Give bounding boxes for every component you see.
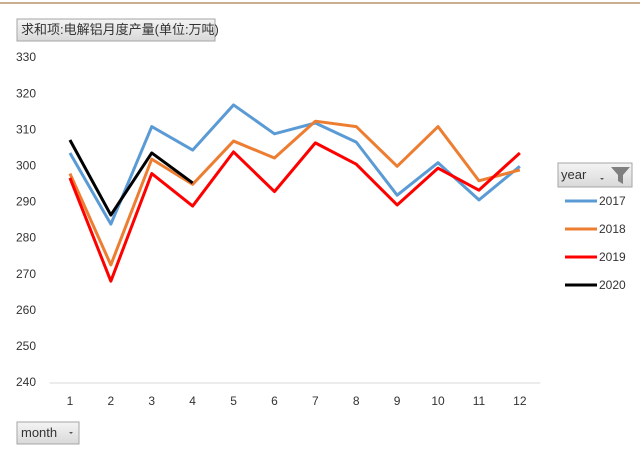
x-tick-label: 11 <box>473 394 486 408</box>
x-tick-label: 7 <box>312 394 319 408</box>
legend-label: 2020 <box>599 278 626 292</box>
y-tick-label: 270 <box>16 267 36 281</box>
legend-label: 2018 <box>599 222 626 236</box>
x-tick-label: 8 <box>353 394 360 408</box>
x-tick-label: 4 <box>189 394 196 408</box>
x-field-label: month <box>21 425 57 440</box>
x-tick-label: 5 <box>230 394 237 408</box>
legend-label: 2019 <box>599 250 626 264</box>
y-tick-label: 280 <box>16 231 36 245</box>
y-tick-label: 300 <box>16 159 36 173</box>
x-tick-label: 6 <box>271 394 278 408</box>
series-line <box>68 141 521 283</box>
y-tick-label: 310 <box>16 122 36 136</box>
series-line <box>68 103 521 226</box>
y-tick-label: 320 <box>16 86 36 100</box>
filter-icon <box>611 167 630 184</box>
x-tick-label: 3 <box>148 394 155 408</box>
dropdown-arrow <box>600 178 604 180</box>
x-tick-label: 10 <box>431 394 445 408</box>
legend-title: year <box>561 167 587 182</box>
y-tick-label: 250 <box>16 339 36 353</box>
chart-title: 求和项:电解铝月度产量(单位:万吨) <box>21 22 219 37</box>
y-tick-label: 290 <box>16 195 36 209</box>
x-tick-label: 1 <box>67 394 74 408</box>
legend-label: 2017 <box>599 194 626 208</box>
y-tick-label: 240 <box>16 375 36 389</box>
value-field-button[interactable] <box>16 18 216 42</box>
series-line <box>68 139 194 217</box>
y-tick-label: 330 <box>16 50 36 64</box>
series-line <box>68 119 521 267</box>
x-tick-label: 12 <box>513 394 527 408</box>
y-tick-label: 260 <box>16 303 36 317</box>
x-tick-label: 9 <box>394 394 401 408</box>
x-tick-label: 2 <box>108 394 115 408</box>
dropdown-arrow <box>69 432 73 434</box>
month-field-button[interactable] <box>16 421 80 445</box>
